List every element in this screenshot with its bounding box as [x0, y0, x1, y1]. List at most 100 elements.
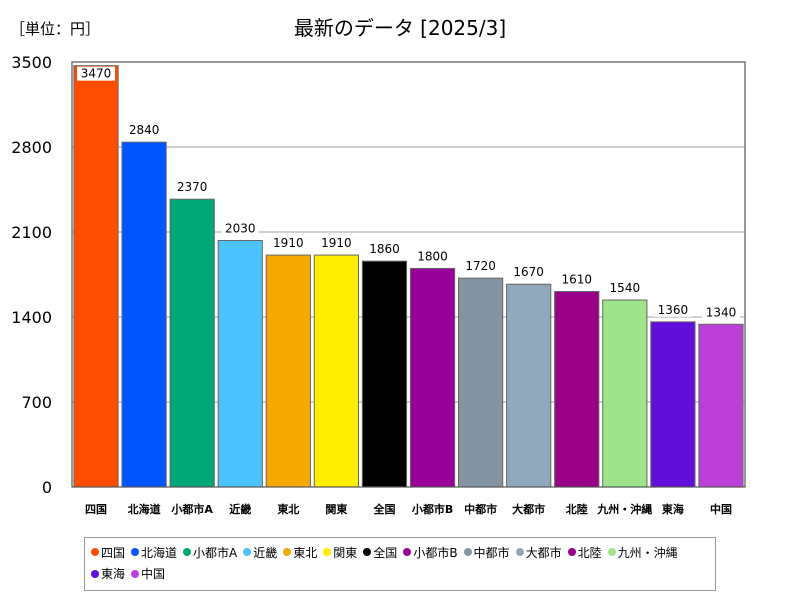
x-tick-label: 九州・沖縄 [596, 502, 652, 516]
legend-label: 東海 [101, 567, 126, 581]
legend-swatch-icon [567, 548, 576, 556]
legend-label: 北陸 [577, 545, 602, 560]
data-label-bg [605, 281, 644, 295]
x-tick-label: 中国 [710, 502, 732, 516]
legend-swatch-icon [91, 569, 99, 578]
bar [73, 65, 119, 488]
legend-item: 関東 [323, 542, 357, 563]
chart-legend: 四国 北海道 小都市A 近畿 東北 関東 全国 小都市B 中都市 大都市 北陸 九州・沖縄東海 中国 [84, 537, 716, 591]
legend-label: 小都市A [193, 545, 238, 560]
bar [457, 277, 504, 488]
y-tick-label: 1400 [11, 308, 52, 327]
legend-swatch-icon [463, 548, 472, 556]
bar [650, 321, 696, 488]
y-tick-label: 700 [21, 393, 52, 412]
legend-swatch-icon [515, 548, 524, 556]
bar [554, 291, 600, 488]
legend-swatch-icon [183, 548, 192, 556]
x-tick-label: 全国 [372, 502, 395, 516]
legend-item: 四国 [91, 542, 125, 563]
x-tick-label: 東海 [662, 502, 684, 516]
bar [409, 267, 456, 488]
x-tick-label: 小都市B [411, 502, 453, 516]
bar [169, 198, 215, 488]
legend-label: 九州・沖縄 [617, 545, 678, 560]
bar [602, 299, 648, 488]
data-label-bg [509, 265, 548, 280]
x-tick-label: 大都市 [512, 502, 545, 516]
y-tick-label: 3500 [11, 53, 52, 72]
x-tick-label: 小都市A [170, 502, 213, 516]
legend-swatch-icon [243, 548, 252, 556]
legend-item: 九州・沖縄 [607, 542, 678, 563]
legend-label: 関東 [333, 545, 358, 560]
data-label: 1800 [417, 249, 448, 263]
legend-item: 中都市 [463, 542, 510, 563]
data-label-bg [461, 259, 500, 274]
data-label: 3470 [81, 67, 112, 81]
y-tick-label: 2100 [11, 223, 52, 242]
legend-item: 中国 [131, 563, 165, 584]
legend-swatch-icon [283, 548, 292, 556]
data-label: 2030 [225, 222, 256, 236]
data-label-bg [413, 249, 452, 264]
legend-swatch-icon [131, 569, 140, 578]
legend-label: 中国 [141, 567, 166, 581]
legend-label: 北海道 [141, 545, 178, 560]
data-label: 1720 [465, 259, 496, 273]
unit-label: ［単位：円］ [10, 20, 101, 38]
legend-item: 東北 [283, 542, 317, 563]
chart-title: 最新のデータ [2025/3] [293, 16, 507, 40]
legend-label: 全国 [373, 545, 398, 560]
data-label-bg [173, 180, 212, 195]
data-label: 1540 [610, 281, 641, 295]
legend-item: 小都市B [403, 542, 458, 563]
legend-item: 近畿 [243, 542, 277, 563]
legend-item: 東海 [91, 563, 125, 584]
data-label-bg [317, 236, 356, 251]
x-tick-label: 近畿 [229, 502, 251, 516]
x-tick-label: 北海道 [128, 502, 161, 516]
data-label-bg [77, 66, 116, 81]
bar [698, 323, 744, 488]
x-tick-label: 北陸 [566, 502, 588, 516]
x-tick-label: 中都市 [464, 502, 497, 516]
bar [506, 283, 552, 488]
legend-item: 北海道 [131, 542, 177, 563]
bar [265, 254, 311, 488]
data-label: 1670 [513, 265, 544, 279]
legend-label: 東北 [293, 545, 318, 560]
bar [217, 240, 263, 488]
legend-swatch-icon [91, 548, 99, 556]
data-label-bg [557, 272, 596, 287]
x-tick-label: 四国 [85, 503, 107, 516]
data-label-bg [125, 123, 164, 138]
legend-item: 大都市 [515, 542, 562, 563]
data-label: 1340 [706, 305, 737, 319]
data-label-bg [221, 221, 260, 236]
y-tick-label: 0 [42, 478, 52, 497]
bar [313, 254, 360, 488]
legend-swatch-icon [607, 548, 616, 556]
legend-item: 小都市A [183, 542, 237, 563]
plot-border [71, 61, 746, 488]
bar [121, 141, 167, 488]
legend-item: 全国 [363, 542, 397, 563]
legend-label: 四国 [101, 545, 126, 560]
bar [361, 260, 408, 488]
legend-swatch-icon [403, 548, 412, 556]
data-label: 2840 [129, 123, 160, 137]
data-label-bg [365, 242, 404, 257]
y-tick-label: 2800 [11, 138, 52, 157]
data-label-bg [269, 236, 308, 251]
x-tick-label: 関東 [325, 502, 348, 516]
data-label: 1360 [658, 303, 689, 317]
legend-swatch-icon [323, 548, 332, 556]
data-label-bg [653, 302, 692, 317]
legend-label: 中都市 [473, 545, 510, 560]
data-label-bg [701, 305, 740, 320]
legend-item: 北陸 [567, 542, 602, 563]
legend-swatch-icon [363, 548, 372, 556]
data-label: 1910 [273, 236, 304, 250]
data-label: 1910 [321, 236, 352, 250]
